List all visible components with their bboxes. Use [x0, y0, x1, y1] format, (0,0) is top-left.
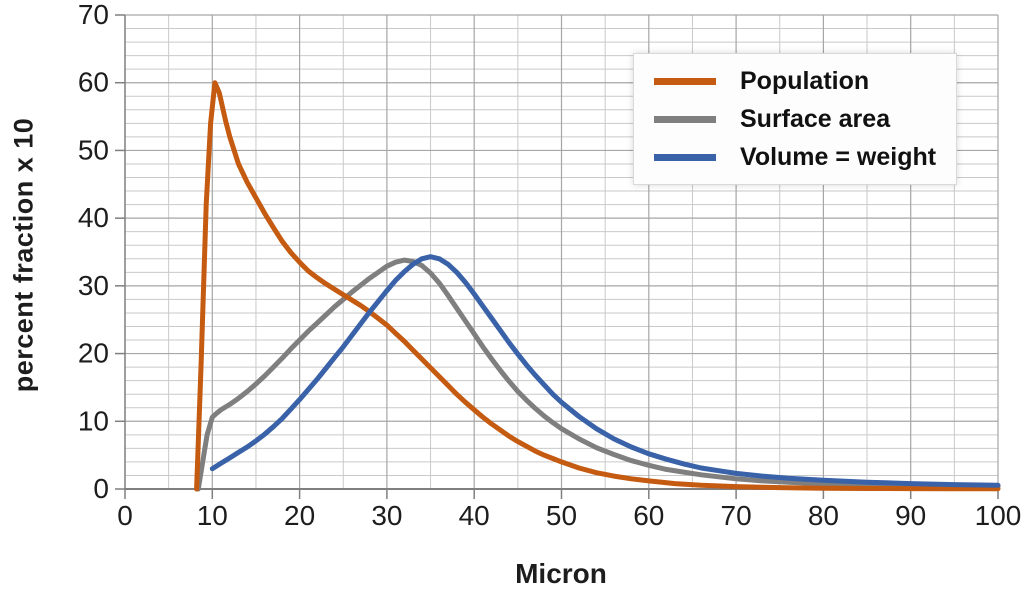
x-tick-label: 20 [284, 500, 315, 531]
y-tick-label: 70 [78, 0, 109, 30]
x-tick-label: 30 [371, 500, 402, 531]
tick-labels-layer: 0 10 20 30 40 50 60 70 80 90 100 0 10 20 30 40 50 60 70 [78, 0, 1022, 531]
legend-label-volume-weight: Volume = weight [740, 142, 937, 171]
x-tick-label: 70 [721, 500, 752, 531]
x-tick-label: 0 [117, 500, 133, 531]
y-tick-label: 30 [78, 270, 109, 301]
y-tick-label: 60 [78, 67, 109, 98]
x-tick-label: 10 [197, 500, 228, 531]
legend-swatch-surface-area [654, 115, 716, 123]
series-line-surface-area [195, 257, 1001, 492]
legend: Population Surface area Volume = weight [633, 53, 957, 185]
legend-label-surface-area: Surface area [740, 104, 891, 133]
y-tick-label: 0 [93, 473, 109, 504]
x-tick-label: 90 [895, 500, 926, 531]
x-tick-label: 50 [546, 500, 577, 531]
y-tick-label: 50 [78, 134, 109, 165]
legend-swatch-volume-weight [654, 153, 716, 161]
series-line-population [194, 80, 1001, 492]
legend-item-volume-weight: Volume = weight [654, 142, 956, 171]
legend-swatch-population [654, 77, 716, 85]
y-tick-label: 20 [78, 338, 109, 369]
x-tick-label: 100 [975, 500, 1022, 531]
x-tick-label: 80 [808, 500, 839, 531]
y-axis-title: percent fraction x 10 [8, 117, 39, 393]
y-tick-label: 40 [78, 202, 109, 233]
legend-item-surface-area: Surface area [654, 104, 956, 133]
x-tick-label: 60 [633, 500, 664, 531]
series-layer [194, 80, 1001, 492]
x-axis-title: Micron [515, 558, 607, 589]
legend-item-population: Population [654, 66, 956, 95]
y-tick-label: 10 [78, 405, 109, 436]
series-line-volume-weight [209, 254, 1001, 488]
x-tick-label: 40 [459, 500, 490, 531]
grid-major-layer [125, 14, 999, 489]
legend-label-population: Population [740, 66, 870, 95]
